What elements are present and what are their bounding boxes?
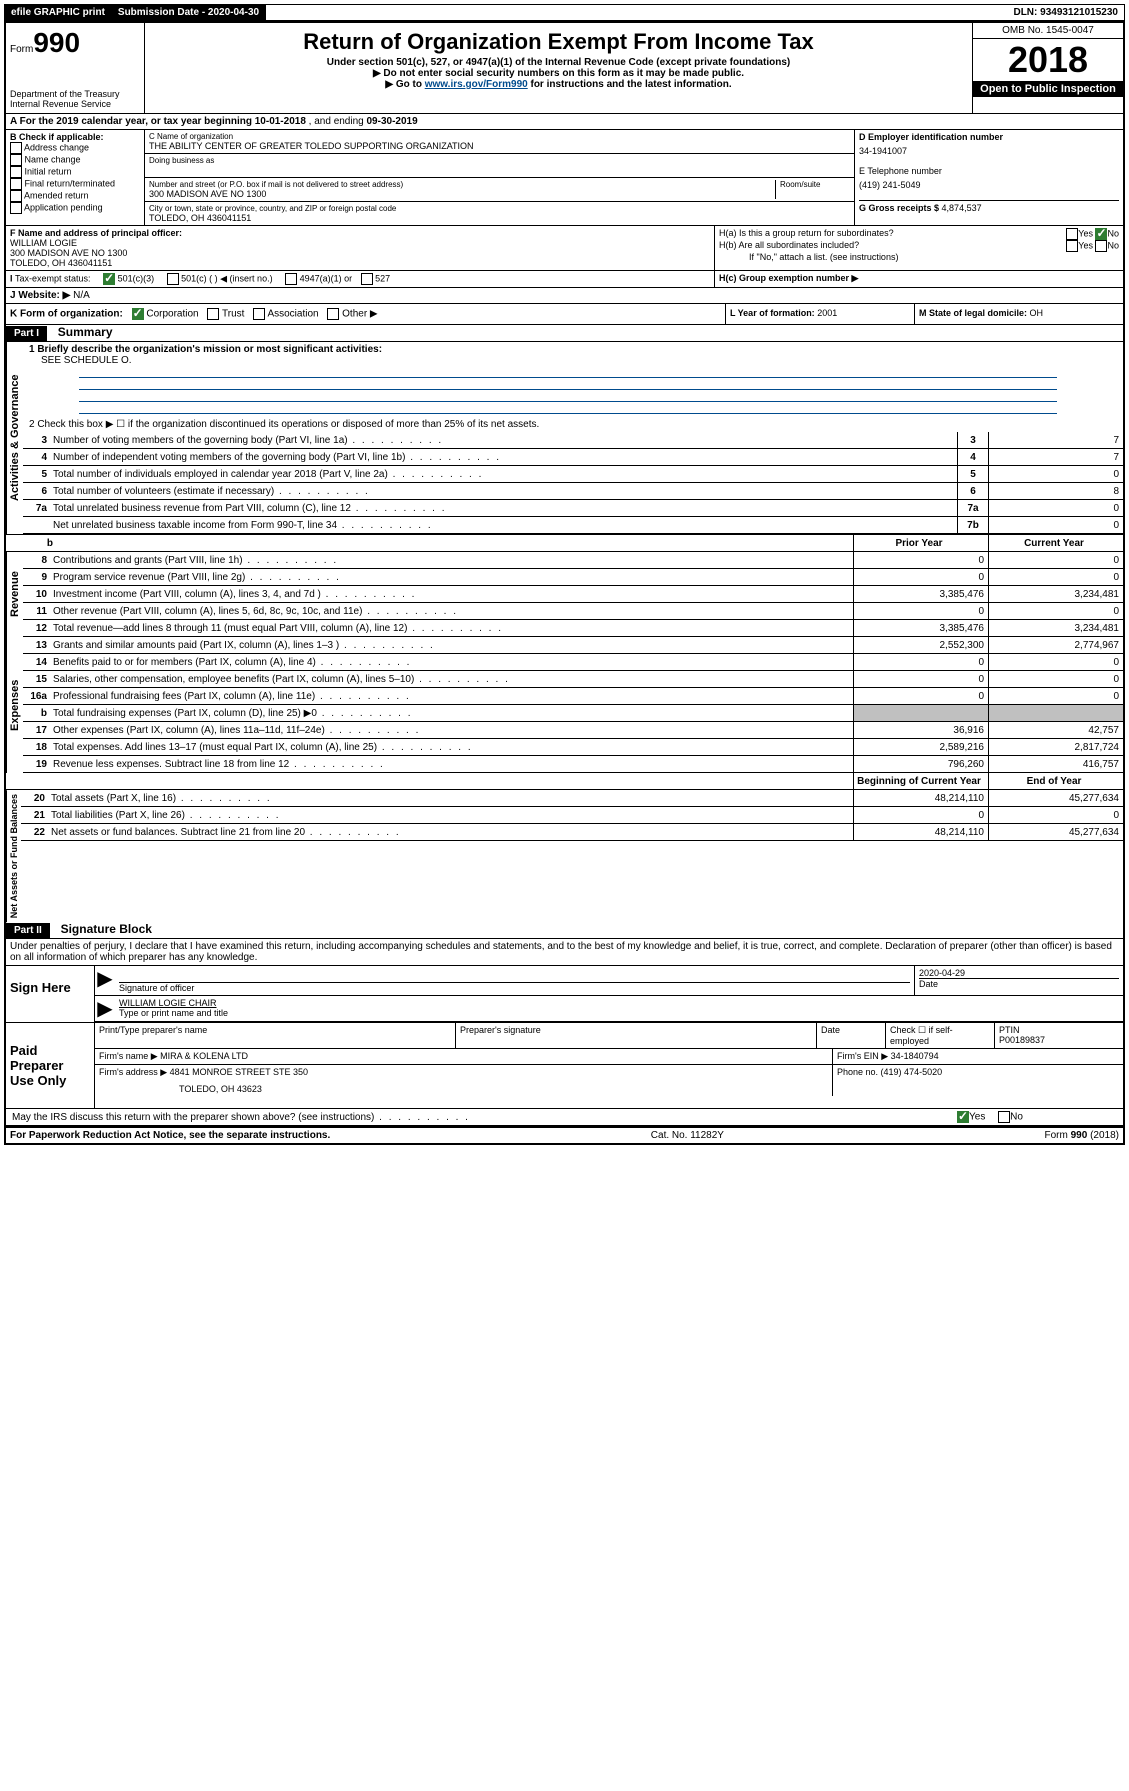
box-hc: H(c) Group exemption number ▶ — [715, 271, 1123, 287]
line-row: 19 Revenue less expenses. Subtract line … — [23, 756, 1123, 773]
line-row: 17 Other expenses (Part IX, column (A), … — [23, 722, 1123, 739]
line-row: 21 Total liabilities (Part X, line 26) 0… — [21, 807, 1123, 824]
box-h: H(a) Is this a group return for subordin… — [715, 226, 1123, 270]
line-row: 7a Total unrelated business revenue from… — [23, 500, 1123, 517]
exp-label: Expenses — [6, 637, 23, 773]
line-row: 18 Total expenses. Add lines 13–17 (must… — [23, 739, 1123, 756]
part2-header: Part II — [6, 923, 50, 938]
cat-no: Cat. No. 11282Y — [651, 1130, 724, 1141]
gov-label: Activities & Governance — [6, 342, 23, 534]
box-j: J Website: ▶ N/A — [6, 288, 1123, 303]
line-row: b Total fundraising expenses (Part IX, c… — [23, 705, 1123, 722]
line-row: 6 Total number of volunteers (estimate i… — [23, 483, 1123, 500]
paperwork-notice: For Paperwork Reduction Act Notice, see … — [10, 1130, 330, 1141]
line-row: 3 Number of voting members of the govern… — [23, 432, 1123, 449]
box-d: D Employer identification number 34-1941… — [855, 130, 1123, 225]
part1-header: Part I — [6, 326, 47, 341]
line-row: 4 Number of independent voting members o… — [23, 449, 1123, 466]
line-row: 15 Salaries, other compensation, employe… — [23, 671, 1123, 688]
line-row: 9 Program service revenue (Part VIII, li… — [23, 569, 1123, 586]
line-row: 22 Net assets or fund balances. Subtract… — [21, 824, 1123, 841]
period-row: A For the 2019 calendar year, or tax yea… — [6, 114, 1123, 130]
box-c: C Name of organization THE ABILITY CENTE… — [145, 130, 855, 225]
line-row: 20 Total assets (Part X, line 16) 48,214… — [21, 790, 1123, 807]
form-footer: Form 990 (2018) — [1045, 1130, 1119, 1141]
line-row: 10 Investment income (Part VIII, column … — [23, 586, 1123, 603]
sign-here: Sign Here — [6, 966, 95, 1022]
form-id-cell: Form990 Department of the Treasury Inter… — [6, 23, 145, 113]
dept-label: Department of the Treasury Internal Reve… — [10, 89, 140, 109]
line-row: 16a Professional fundraising fees (Part … — [23, 688, 1123, 705]
paid-preparer: Paid Preparer Use Only — [6, 1023, 95, 1108]
line-row: 13 Grants and similar amounts paid (Part… — [23, 637, 1123, 654]
efile-button[interactable]: efile GRAPHIC print — [5, 5, 112, 20]
box-l: L Year of formation: 2001 — [726, 304, 915, 324]
box-k: K Form of organization: Corporation Trus… — [6, 304, 726, 324]
dln: DLN: 93493121015230 — [1007, 5, 1124, 20]
box-m: M State of legal domicile: OH — [915, 304, 1123, 324]
line-row: 5 Total number of individuals employed i… — [23, 466, 1123, 483]
box-f: F Name and address of principal officer:… — [6, 226, 715, 270]
line-row: 11 Other revenue (Part VIII, column (A),… — [23, 603, 1123, 620]
box-i: I Tax-exempt status: 501(c)(3) 501(c) ( … — [6, 271, 715, 287]
box-b: B Check if applicable: Address change Na… — [6, 130, 145, 225]
rev-label: Revenue — [6, 552, 23, 637]
form990-link[interactable]: www.irs.gov/Form990 — [425, 79, 528, 90]
submission-date: Submission Date - 2020-04-30 — [112, 5, 266, 20]
line-row: 12 Total revenue—add lines 8 through 11 … — [23, 620, 1123, 637]
line-row: 8 Contributions and grants (Part VIII, l… — [23, 552, 1123, 569]
line-row: Net unrelated business taxable income fr… — [23, 517, 1123, 534]
title-cell: Return of Organization Exempt From Incom… — [145, 23, 972, 113]
form-container: Form990 Department of the Treasury Inter… — [4, 21, 1125, 1145]
topbar: efile GRAPHIC print Submission Date - 20… — [4, 4, 1125, 21]
line-row: 14 Benefits paid to or for members (Part… — [23, 654, 1123, 671]
net-label: Net Assets or Fund Balances — [6, 790, 21, 922]
form-title: Return of Organization Exempt From Incom… — [149, 29, 968, 55]
year-cell: OMB No. 1545-0047 2018 Open to Public In… — [972, 23, 1123, 113]
perjury-text: Under penalties of perjury, I declare th… — [6, 939, 1123, 965]
